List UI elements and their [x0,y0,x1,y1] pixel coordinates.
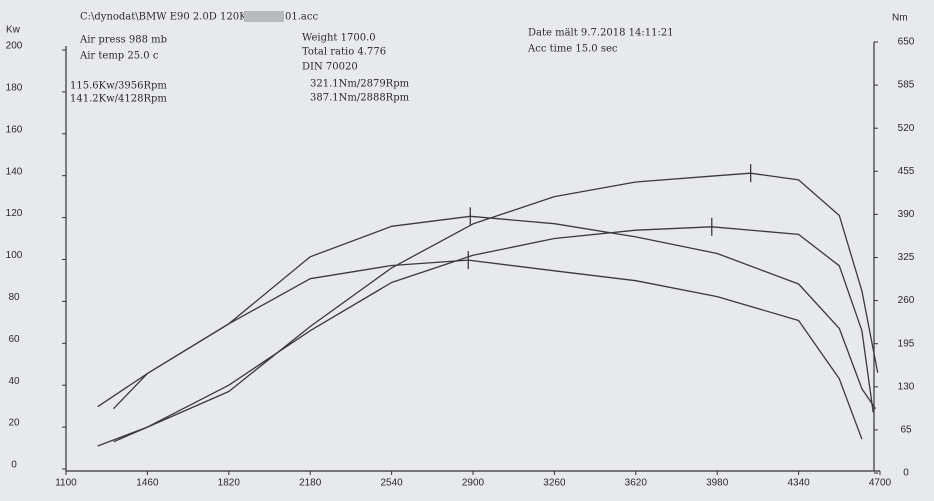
x-tick-label: 4340 [787,478,810,489]
x-tick-label: 2180 [299,478,322,489]
file-name: C:\dynodat\BMW E90 2.0D 120KW [80,12,257,23]
y-tick-label: 200 [6,41,23,52]
y-tick-label: 20 [8,418,20,429]
y2-tick-label: 650 [898,37,915,48]
y2-tick-label: 130 [898,381,915,392]
curve [97,226,874,447]
y2-tick-label: 65 [900,425,912,436]
y-axis-title: Kw [6,25,21,36]
y2-tick-label: 390 [898,209,915,220]
y2-tick-label: 195 [898,338,915,349]
y-tick-label: 60 [8,334,20,345]
info: Acc time 15.0 sec [527,44,618,55]
x-tick-label: 1100 [55,478,77,489]
y2-tick-label: 260 [898,295,915,306]
x-tick-label: 3260 [543,478,566,489]
annotation: 321.1Nm/2879Rpm [310,79,410,90]
y-tick-label: 160 [6,124,23,135]
info: DIN 70020 [302,62,358,73]
curve [113,172,879,443]
redaction [244,11,284,22]
info: Air press 988 mb [79,35,167,46]
x-tick-label: 2540 [380,478,403,489]
y2-tick-label: 520 [898,123,915,134]
y-tick-label: 140 [6,166,23,177]
annotation: 115.6Kw/3956Rpm [70,81,167,92]
x-tick-label: 1820 [218,478,241,489]
x-tick-label: 1460 [136,478,159,489]
y-tick-label: 120 [6,208,23,219]
y2-tick-label: 325 [898,252,915,263]
info: Date mält 9.7.2018 14:11:21 [528,28,674,39]
x-tick-label: 4700 [869,478,892,489]
curve [97,259,863,440]
y2-tick-label: 0 [903,468,909,479]
y2-axis-title: Nm [892,13,908,24]
y2-tick-label: 455 [898,166,915,177]
y-tick-label: 40 [8,376,20,387]
annotation: 387.1Nm/2888Rpm [310,93,410,104]
y-tick-label: 180 [6,83,23,94]
info: Total ratio 4.776 [302,47,386,58]
x-tick-label: 3620 [625,478,648,489]
y-tick-label: 0 [11,460,17,471]
info: Air temp 25.0 c [79,51,159,62]
y-tick-label: 100 [6,250,23,261]
info: Weight 1700.0 [302,33,376,44]
annotation: 141.2Kw/4128Rpm [70,94,167,105]
file-suffix: 01.acc [285,12,318,23]
x-tick-label: 3980 [706,478,729,489]
x-tick-label: 2900 [462,478,485,489]
y2-tick-label: 585 [898,80,915,91]
y-tick-label: 80 [8,292,20,303]
curve [113,215,877,410]
